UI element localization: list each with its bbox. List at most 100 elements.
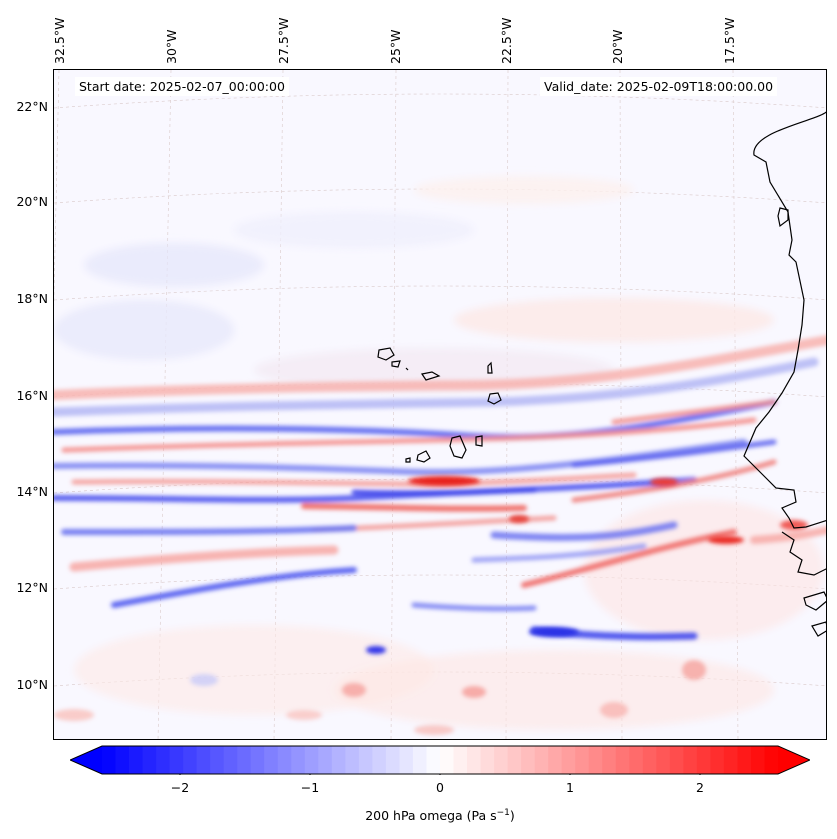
colorbar-cell xyxy=(304,746,319,774)
colorbar-cell xyxy=(196,746,211,774)
colorbar-tick-label: 2 xyxy=(696,780,704,795)
gridline-25w xyxy=(390,70,397,739)
colorbar-cell xyxy=(426,746,441,774)
fogo-island xyxy=(416,450,431,463)
lat-label-14n: 14°N xyxy=(16,484,48,499)
colorbar-cell xyxy=(142,746,157,774)
gridline-30w xyxy=(157,70,172,739)
lon-label-27-5w: 27.5°W xyxy=(276,17,291,64)
colorbar-cell xyxy=(183,746,198,774)
colorbar-cell xyxy=(521,746,536,774)
colorbar-cell xyxy=(480,746,495,774)
colorbar-cell xyxy=(358,746,373,774)
lat-label-20n: 20°N xyxy=(16,194,48,209)
african-coastline xyxy=(743,111,826,529)
colorbar-cell xyxy=(277,746,292,774)
colorbar-cell xyxy=(318,746,333,774)
colorbar-cell xyxy=(750,746,765,774)
santiago-island xyxy=(449,435,467,459)
colorbar-cell xyxy=(129,746,144,774)
coastal-island xyxy=(777,207,789,228)
colorbar-cell xyxy=(264,746,279,774)
colorbar-cell xyxy=(588,746,603,774)
gridline-18n xyxy=(54,285,826,301)
colorbar-cell xyxy=(156,746,171,774)
santa-luzia-island xyxy=(405,367,409,371)
colorbar-cell xyxy=(696,746,711,774)
colorbar-cell xyxy=(115,746,130,774)
brava-island xyxy=(405,457,411,463)
colorbar-cell xyxy=(291,746,306,774)
sao-vicente-island xyxy=(391,360,401,368)
coastlines xyxy=(377,111,826,637)
colorbar-cell xyxy=(615,746,630,774)
omega-bands xyxy=(54,335,826,641)
santo-antao-island xyxy=(377,347,395,361)
colorbar-cell xyxy=(412,746,427,774)
gridline-14n xyxy=(54,478,826,494)
valid-date-label: Valid_date: 2025-02-09T18:00:00.00 xyxy=(540,77,778,96)
gridline-20w xyxy=(619,70,623,739)
colorbar-tick-label: −1 xyxy=(300,780,320,795)
colorbar-tick-label: 0 xyxy=(436,780,444,795)
gridline-22n xyxy=(54,93,826,109)
sal-island xyxy=(487,361,493,374)
colorbar-cell xyxy=(250,746,265,774)
colorbar-cell xyxy=(602,746,617,774)
colorbar-cells xyxy=(70,746,810,774)
colorbar-cell xyxy=(372,746,387,774)
lon-label-30w: 30°W xyxy=(164,29,179,64)
colorbar-title: 200 hPa omega (Pa s−1) xyxy=(365,808,515,823)
colorbar-cell xyxy=(399,746,414,774)
colorbar xyxy=(70,745,810,775)
colorbar-cell xyxy=(642,746,657,774)
bijagos-island xyxy=(803,591,826,611)
colorbar-cell xyxy=(548,746,563,774)
lat-label-16n: 16°N xyxy=(16,388,48,403)
colorbar-cell xyxy=(669,746,684,774)
colorbar-tick-label: 1 xyxy=(566,780,574,795)
omega-field xyxy=(54,70,826,739)
sao-nicolau-island xyxy=(421,371,441,381)
colorbar-cell xyxy=(102,746,117,774)
maio-island xyxy=(475,435,483,447)
colorbar-title-exponent: −1 xyxy=(496,808,510,818)
colorbar-cell xyxy=(440,746,455,774)
omega-broad-anomalies xyxy=(54,176,824,730)
colorbar-outline xyxy=(70,745,810,775)
colorbar-cell xyxy=(561,746,576,774)
gridline-20n xyxy=(54,188,826,204)
gridline-22-5w xyxy=(505,70,509,739)
gridline-12n xyxy=(54,574,826,590)
colorbar-cell xyxy=(385,746,400,774)
colorbar-cell xyxy=(507,746,522,774)
colorbar-cell xyxy=(453,746,468,774)
colorbar-cell xyxy=(494,746,509,774)
colorbar-cell xyxy=(710,746,725,774)
colorbar-ticks xyxy=(179,774,701,775)
lat-label-12n: 12°N xyxy=(16,580,48,595)
lat-label-18n: 18°N xyxy=(16,291,48,306)
colorbar-extend-min xyxy=(70,746,102,774)
lon-label-22-5w: 22.5°W xyxy=(499,17,514,64)
colorbar-cell xyxy=(237,746,252,774)
colorbar-title-main: 200 hPa omega (Pa s xyxy=(365,808,497,824)
lon-label-25w: 25°W xyxy=(388,29,403,64)
colorbar-cell xyxy=(467,746,482,774)
lon-label-20w: 20°W xyxy=(610,29,625,64)
colorbar-cell xyxy=(575,746,590,774)
omega-cells xyxy=(54,476,808,735)
colorbar-cell xyxy=(737,746,752,774)
colorbar-cell xyxy=(683,746,698,774)
map-panel[interactable] xyxy=(53,69,827,740)
colorbar-cell xyxy=(345,746,360,774)
colorbar-tick-label: −2 xyxy=(170,780,190,795)
colorbar-cell xyxy=(223,746,238,774)
bijagos-island-2 xyxy=(811,621,826,637)
boa-vista-island xyxy=(487,392,502,405)
lat-label-10n: 10°N xyxy=(16,677,48,692)
colorbar-cell xyxy=(723,746,738,774)
colorbar-extend-max xyxy=(778,746,810,774)
start-date-label: Start date: 2025-02-07_00:00:00 xyxy=(75,77,289,96)
colorbar-cell xyxy=(169,746,184,774)
